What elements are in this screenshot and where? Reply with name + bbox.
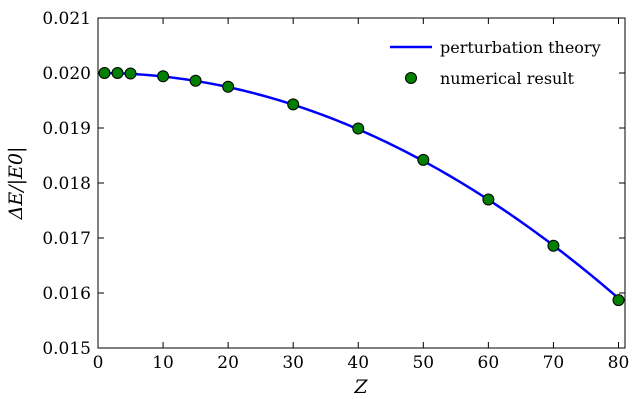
- y-tick-label: 0.020: [42, 64, 91, 84]
- data-point-numerical-result: [157, 70, 170, 83]
- series-layer: [98, 67, 625, 307]
- x-tick-label: 10: [152, 353, 174, 373]
- data-point-numerical-result: [482, 193, 495, 206]
- data-point-numerical-result: [124, 67, 137, 80]
- data-point-numerical-result: [189, 74, 202, 87]
- x-tick-label: 80: [608, 353, 630, 373]
- legend-marker-swatch: [405, 72, 417, 84]
- axis-ticks: 0 10 20 30 40 50 60 70 80 0.015 0.016 0.017 0.018 0.0…: [42, 9, 629, 373]
- x-tick-label: 30: [282, 353, 304, 373]
- data-point-numerical-result: [352, 122, 365, 135]
- y-axis-title: ΔE/|E0|: [5, 147, 27, 221]
- y-tick-label: 0.021: [42, 9, 91, 29]
- x-axis-title: Z: [353, 376, 368, 398]
- x-tick-label: 20: [217, 353, 239, 373]
- x-tick-label: 50: [412, 353, 434, 373]
- y-tick-label: 0.018: [42, 174, 91, 194]
- x-tick-label: 0: [93, 353, 104, 373]
- plot-area: [97, 17, 626, 349]
- y-tick-label: 0.019: [42, 119, 91, 139]
- x-tick-label: 60: [478, 353, 500, 373]
- data-point-numerical-result: [547, 239, 560, 252]
- data-point-numerical-result: [287, 98, 300, 111]
- x-tick-label: 70: [543, 353, 565, 373]
- series-line-perturbation-theory: [104, 71, 620, 300]
- y-tick-label: 0.016: [42, 284, 91, 304]
- data-point-numerical-result: [612, 294, 625, 307]
- data-point-numerical-result: [417, 153, 430, 166]
- legend: perturbation theory numerical result: [390, 38, 601, 88]
- plot-frame: [97, 17, 626, 349]
- legend-label-perturbation-theory: perturbation theory: [440, 38, 601, 57]
- data-point-numerical-result: [111, 67, 124, 79]
- data-point-numerical-result: [98, 67, 111, 79]
- y-tick-label: 0.017: [42, 229, 91, 249]
- y-tick-label: 0.015: [42, 339, 91, 359]
- x-tick-label: 40: [347, 353, 369, 373]
- data-point-numerical-result: [222, 80, 235, 93]
- legend-label-numerical-result: numerical result: [440, 69, 574, 88]
